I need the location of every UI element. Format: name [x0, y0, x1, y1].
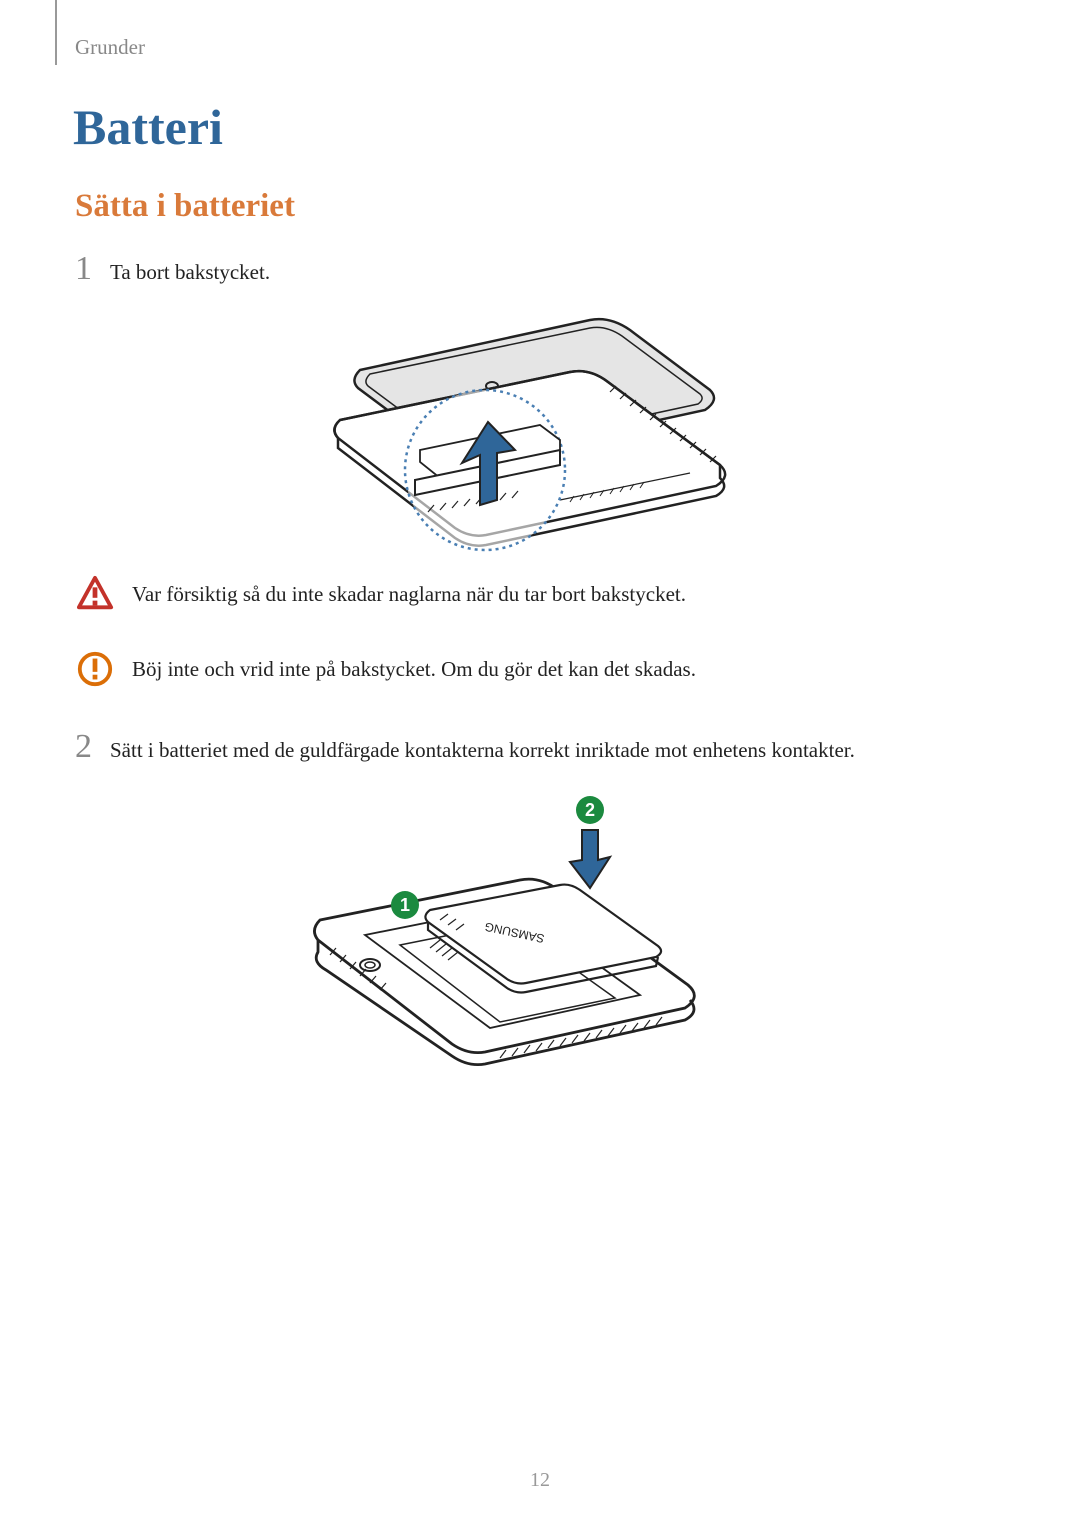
warning-caution-text: Var försiktig så du inte skadar naglarna… [132, 582, 686, 607]
svg-text:1: 1 [400, 895, 410, 915]
callout-1: 1 [391, 891, 419, 919]
step-2-number: 2 [75, 730, 92, 764]
warning-triangle-icon [76, 575, 114, 613]
figure-remove-back-cover [310, 310, 750, 560]
svg-text:2: 2 [585, 800, 595, 820]
arrow-insert-icon [570, 830, 610, 888]
step-2: 2 Sätt i batteriet med de guldfärgade ko… [75, 730, 855, 765]
header-rule [55, 0, 57, 65]
step-2-text: Sätt i batteriet med de guldfärgade kont… [110, 736, 855, 765]
callout-2: 2 [576, 796, 604, 824]
section-title: Sätta i batteriet [75, 188, 295, 225]
page-number: 12 [0, 1469, 1080, 1492]
warning-notice: Böj inte och vrid inte på bakstycket. Om… [76, 650, 696, 688]
notice-circle-icon [76, 650, 114, 688]
warning-caution: Var försiktig så du inte skadar naglarna… [76, 575, 686, 613]
figure-insert-battery: SAMSUNG 1 2 [300, 790, 710, 1080]
warning-notice-text: Böj inte och vrid inte på bakstycket. Om… [132, 657, 696, 682]
step-1-text: Ta bort bakstycket. [110, 258, 270, 287]
step-1-number: 1 [75, 252, 92, 286]
step-1: 1 Ta bort bakstycket. [75, 252, 270, 287]
page-title: Batteri [73, 98, 223, 156]
breadcrumb: Grunder [75, 35, 145, 60]
